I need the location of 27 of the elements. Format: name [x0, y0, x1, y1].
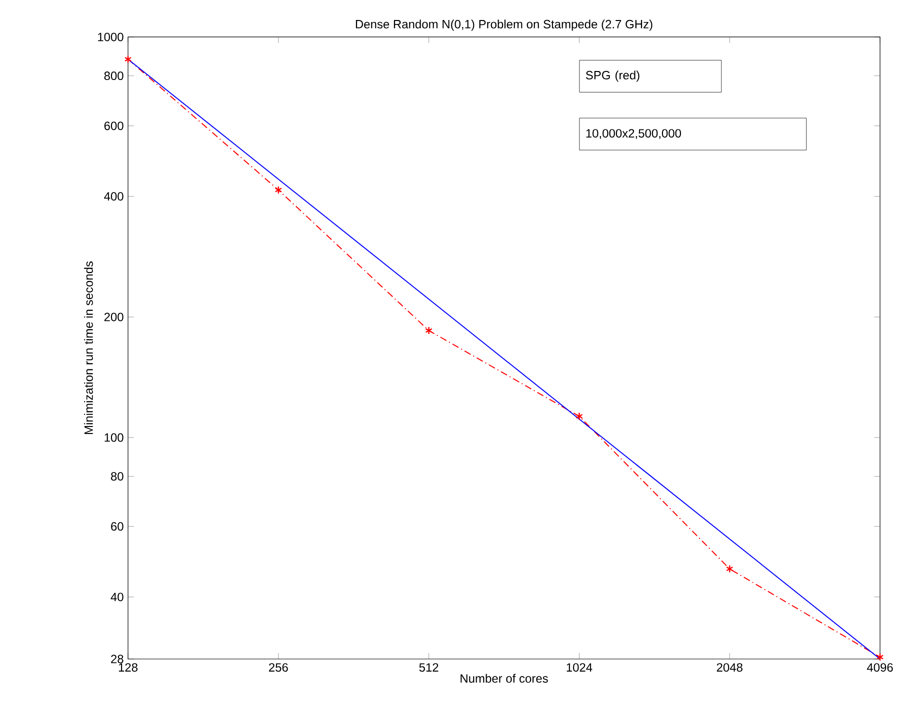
x-tick-label: 256: [269, 663, 288, 672]
x-tick-label: 1024: [566, 663, 592, 672]
point: [876, 653, 884, 662]
y-tick-label: 40: [110, 592, 124, 602]
y-tick-label: 200: [104, 312, 124, 322]
point: [425, 326, 432, 335]
x-axis-title: Number of cores: [460, 674, 548, 683]
x-tick-label: 512: [419, 663, 438, 672]
point: [274, 186, 282, 194]
x-tick-label: 4096: [866, 663, 893, 672]
x-tick-label: 128: [118, 663, 138, 672]
x-tick-label: 2048: [716, 663, 742, 672]
y-tick-label: 800: [104, 72, 124, 80]
chart-title: Dense Random N(0,1) Problem on Stampede (2.7 GHz): [356, 20, 652, 31]
y-tick-label: 100: [104, 433, 124, 442]
y-tick-label: 1000: [98, 32, 124, 42]
annotation: 10,000x2,500,000: [586, 129, 682, 139]
y-tick-label: 28: [111, 654, 124, 664]
point: [124, 55, 132, 64]
annotation: SPG (red): [586, 70, 640, 82]
point: [576, 412, 583, 420]
y-tick-label: 400: [104, 192, 124, 201]
y-axis-title: Minimization run time in seconds: [84, 261, 93, 434]
y-tick-label: 600: [104, 122, 124, 130]
point: [726, 564, 734, 573]
y-tick-label: 80: [110, 472, 124, 481]
y-tick-label: 60: [111, 522, 124, 531]
